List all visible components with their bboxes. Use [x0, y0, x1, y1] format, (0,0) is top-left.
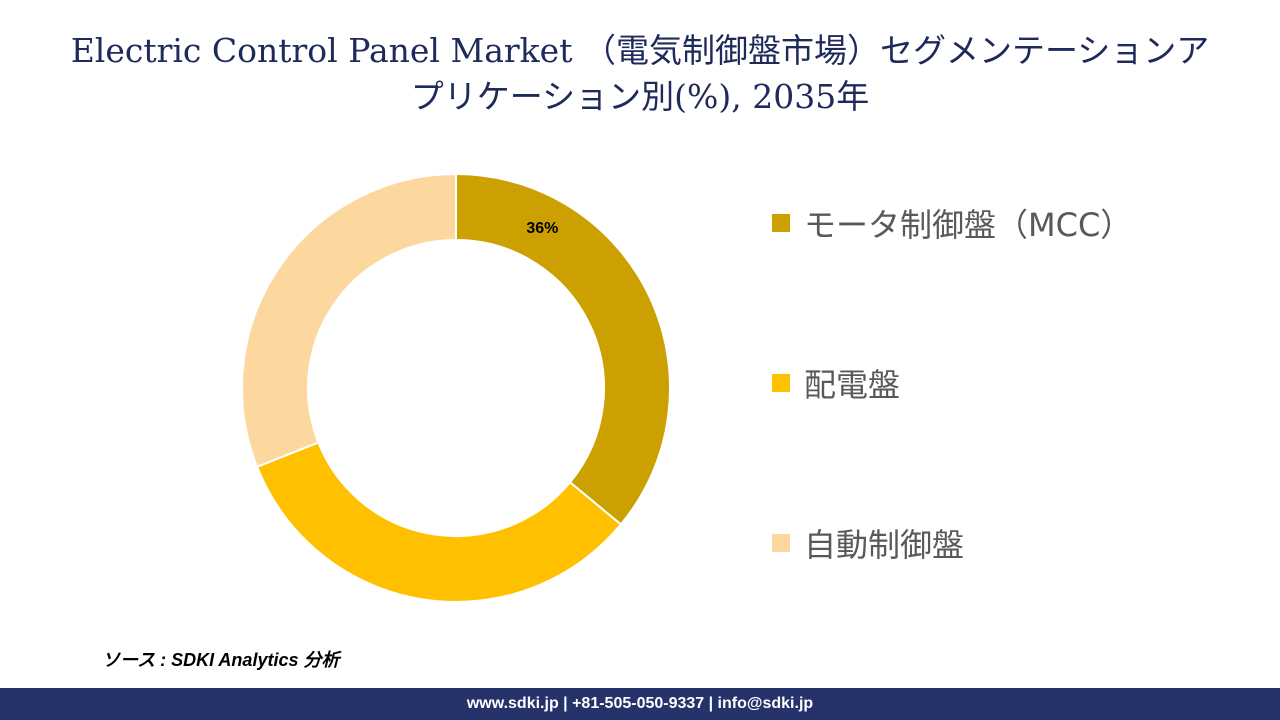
- legend-label-2: 配電盤: [804, 366, 901, 404]
- donut-slice-3: [241, 172, 457, 469]
- legend-label-1: モータ制御盤（MCC）: [804, 206, 1133, 244]
- legend-swatch-1: [772, 214, 790, 232]
- legend-label-3: 自動制御盤: [804, 526, 965, 564]
- chart-title: Electric Control Panel Market （電気制御盤市場）セ…: [20, 28, 1260, 120]
- chart-title-line-1: Electric Control Panel Market （電気制御盤市場）セ…: [70, 31, 1210, 70]
- legend-item-2: 配電盤: [772, 360, 900, 406]
- legend-item-3: 自動制御盤: [772, 520, 964, 566]
- data-label-1: 36%: [526, 220, 558, 237]
- legend-item-1: モータ制御盤（MCC）: [772, 200, 1132, 246]
- legend-swatch-3: [772, 534, 790, 552]
- donut-slice-2: [255, 441, 623, 603]
- chart-title-line-2: プリケーション別(%), 2035年: [410, 77, 870, 116]
- source-note: ソース : SDKI Analytics 分析: [102, 650, 340, 670]
- donut-slice-1: [455, 172, 671, 526]
- footer-contact-bar: www.sdki.jp | +81-505-050-9337 | info@sd…: [0, 688, 1280, 720]
- legend-swatch-2: [772, 374, 790, 392]
